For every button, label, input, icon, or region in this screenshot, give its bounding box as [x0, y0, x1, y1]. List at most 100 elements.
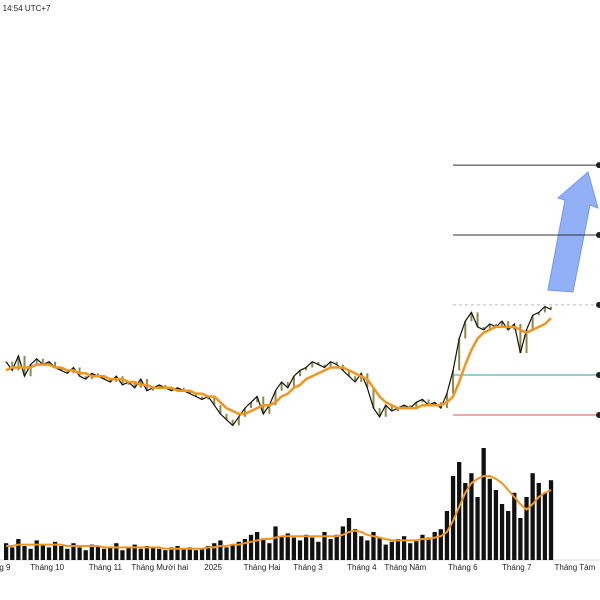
price-line	[5, 305, 552, 427]
candle	[433, 402, 436, 406]
volume-bar	[395, 539, 401, 560]
volume-bar	[408, 543, 413, 560]
candle	[396, 408, 399, 411]
volume-bar	[22, 546, 27, 560]
volume-bar	[291, 537, 297, 560]
candle	[403, 405, 406, 409]
candle	[329, 361, 332, 368]
volume-bar	[89, 544, 94, 560]
x-tick-label: Tháng 4	[347, 563, 377, 572]
volume-bar	[101, 548, 107, 560]
candle	[317, 361, 320, 365]
volume-bar	[548, 480, 554, 560]
candle	[519, 324, 522, 353]
candle	[470, 312, 473, 322]
candle	[299, 370, 301, 377]
volume-bar	[487, 478, 492, 560]
volume-bar	[144, 546, 150, 560]
volume-bar	[365, 540, 370, 560]
volume-bar	[426, 537, 431, 560]
volume-bar	[65, 548, 70, 560]
arrow	[547, 171, 599, 293]
volume-bar	[59, 546, 64, 560]
candle	[17, 355, 20, 371]
volume-bar	[420, 534, 425, 560]
candle	[311, 361, 314, 368]
x-tick-label: Tháng 6	[448, 563, 478, 572]
price-ma	[5, 317, 552, 416]
candle	[133, 382, 136, 388]
candle	[268, 405, 271, 414]
candle	[421, 399, 424, 403]
candle	[409, 405, 412, 409]
candle	[194, 393, 197, 397]
volume-bar	[383, 544, 388, 560]
candle	[96, 373, 99, 377]
volume-bar	[150, 547, 156, 560]
volume-bar	[132, 544, 137, 560]
candle	[427, 399, 430, 406]
volume-bar	[40, 544, 45, 560]
volume-bar	[175, 546, 180, 560]
candle	[335, 361, 338, 365]
level-dot	[596, 301, 600, 308]
candle	[139, 379, 142, 388]
volume-bar	[255, 532, 260, 560]
candle	[158, 384, 161, 388]
volume-bar	[328, 539, 333, 560]
candle	[476, 312, 479, 327]
candle	[256, 396, 259, 403]
candle	[250, 402, 253, 409]
candle	[305, 367, 308, 371]
volume-bar	[432, 532, 437, 560]
volume-bar	[224, 547, 229, 560]
volume-bar	[108, 547, 113, 560]
candle	[231, 419, 234, 426]
candle	[225, 413, 228, 420]
candle	[60, 367, 63, 371]
volume-bar	[310, 537, 315, 560]
candle	[47, 361, 50, 365]
candle	[170, 387, 173, 391]
x-tick-label: g 9	[0, 563, 11, 572]
header-time: 6 14:54 UTC+7	[0, 4, 51, 13]
volume-bar	[530, 473, 535, 560]
volume-bar	[334, 534, 339, 560]
candle	[550, 306, 553, 310]
volume-bar	[346, 518, 352, 560]
candle	[415, 402, 418, 409]
volume-bar	[542, 492, 548, 560]
candle	[525, 329, 528, 353]
volume-bar	[457, 462, 462, 560]
volume-bar	[242, 539, 248, 560]
volume-bar	[493, 490, 499, 560]
candle	[66, 370, 69, 374]
volume-bar	[389, 541, 394, 560]
volume-bar	[95, 546, 101, 560]
candle	[537, 312, 540, 316]
candle	[188, 390, 191, 394]
volume-bar	[438, 529, 443, 560]
volume-bar	[157, 548, 162, 560]
volume-bar	[279, 536, 284, 560]
volume-bar	[16, 539, 21, 560]
volume-bar	[414, 540, 419, 560]
volume-bar	[450, 476, 456, 560]
x-tick-label: Tháng 11	[89, 563, 123, 572]
candle	[164, 384, 167, 388]
volume-bar	[181, 548, 186, 560]
volume-ma	[6, 475, 552, 550]
volume-bar	[3, 543, 9, 560]
candle	[458, 338, 461, 371]
candle	[488, 324, 491, 330]
candle	[360, 373, 363, 382]
volume-bar	[267, 543, 272, 560]
candle	[243, 408, 246, 417]
volume-bar	[322, 532, 327, 560]
volume-bar	[512, 492, 517, 560]
volume-bar	[463, 483, 468, 560]
candle	[78, 367, 81, 377]
volume-bar	[359, 536, 364, 560]
volume-bar	[206, 546, 211, 560]
